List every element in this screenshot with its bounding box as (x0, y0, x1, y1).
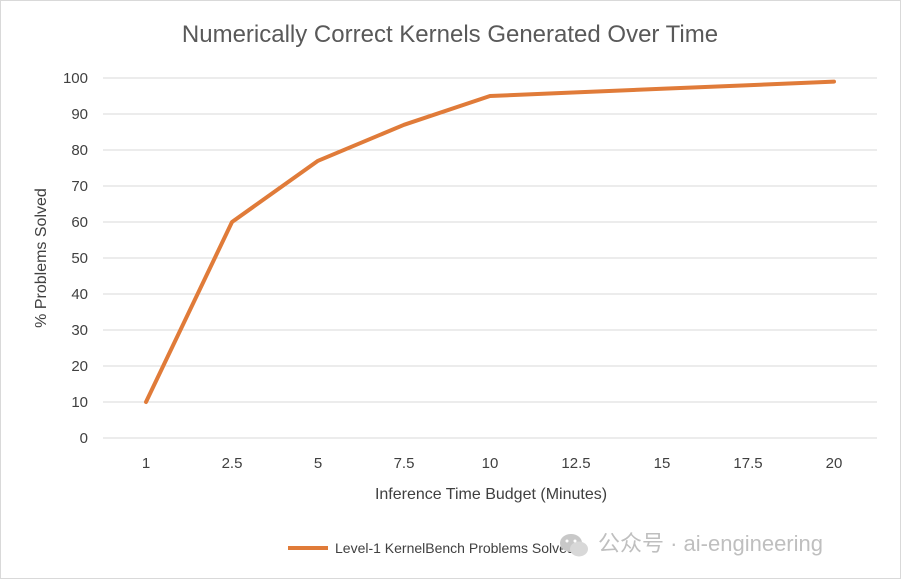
series-group (144, 79, 836, 404)
y-axis-label: % Problems Solved (33, 188, 50, 328)
y-tick-label: 30 (71, 322, 88, 339)
y-tick-label: 90 (71, 106, 88, 123)
legend-label: Level-1 KernelBench Problems Solved (335, 540, 575, 556)
watermark: 公众号 · ai-engineering (560, 531, 823, 557)
x-axis-label: Inference Time Budget (Minutes) (375, 486, 607, 503)
gridlines (103, 77, 877, 439)
y-tick-label: 10 (71, 394, 88, 411)
x-tick-label: 5 (314, 455, 322, 472)
y-tick-label: 40 (71, 286, 88, 303)
y-tick-label: 50 (71, 250, 88, 267)
y-tick-label: 80 (71, 142, 88, 159)
chart-title: Numerically Correct Kernels Generated Ov… (182, 21, 718, 48)
wechat-icon (560, 534, 588, 557)
y-axis-ticks: 0 10 20 30 40 50 60 70 80 90 100 (63, 70, 88, 447)
x-tick-label: 7.5 (394, 455, 415, 472)
watermark-text: 公众号 · ai-engineering (598, 531, 823, 556)
y-tick-label: 60 (71, 214, 88, 231)
y-tick-label: 70 (71, 178, 88, 195)
x-tick-label: 12.5 (561, 455, 590, 472)
y-tick-label: 100 (63, 70, 88, 87)
x-tick-label: 17.5 (733, 455, 762, 472)
x-tick-label: 20 (826, 455, 843, 472)
x-tick-label: 10 (482, 455, 499, 472)
x-tick-label: 15 (654, 455, 671, 472)
x-tick-label: 2.5 (222, 455, 243, 472)
x-tick-label: 1 (142, 455, 150, 472)
x-axis-ticks: 1 2.5 5 7.5 10 12.5 15 17.5 20 (142, 455, 843, 472)
y-tick-label: 0 (80, 430, 88, 447)
y-tick-label: 20 (71, 358, 88, 375)
legend: Level-1 KernelBench Problems Solved (288, 540, 575, 556)
series-line (144, 79, 836, 404)
